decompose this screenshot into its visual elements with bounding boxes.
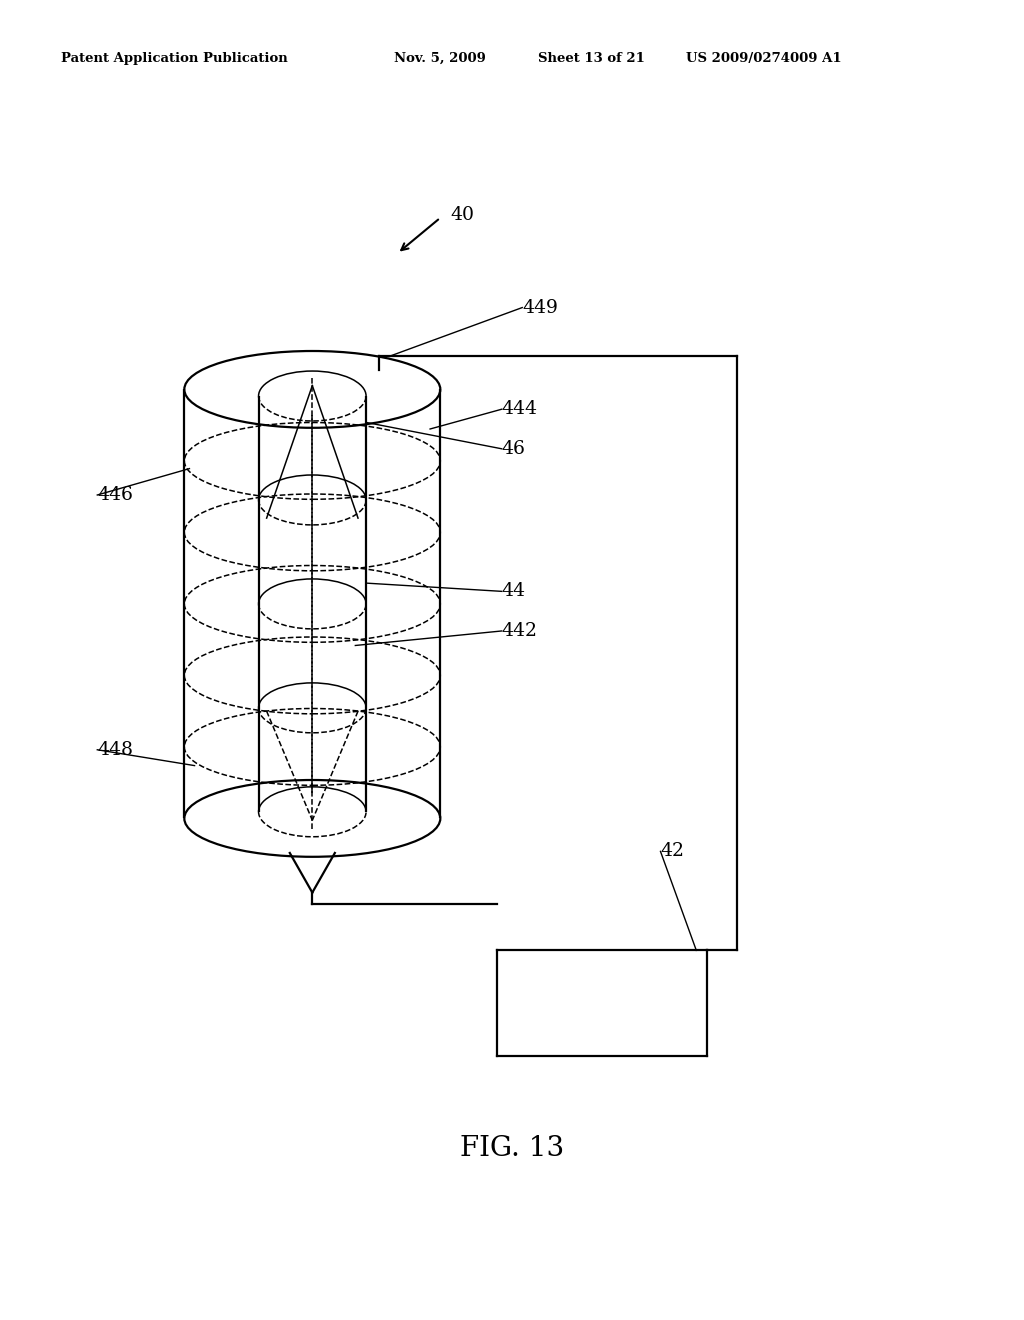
Text: Patent Application Publication: Patent Application Publication (61, 51, 288, 65)
Text: 444: 444 (502, 400, 538, 418)
Text: 44: 44 (502, 582, 525, 601)
Text: 448: 448 (97, 741, 133, 759)
Text: 40: 40 (451, 206, 474, 224)
Text: Nov. 5, 2009: Nov. 5, 2009 (394, 51, 486, 65)
Text: US 2009/0274009 A1: US 2009/0274009 A1 (686, 51, 842, 65)
Text: 42: 42 (660, 842, 684, 861)
Text: 46: 46 (502, 440, 525, 458)
Text: 446: 446 (97, 486, 133, 504)
Text: 442: 442 (502, 622, 538, 640)
Text: Sheet 13 of 21: Sheet 13 of 21 (538, 51, 644, 65)
Text: FIG. 13: FIG. 13 (460, 1135, 564, 1162)
Text: 449: 449 (522, 298, 558, 317)
